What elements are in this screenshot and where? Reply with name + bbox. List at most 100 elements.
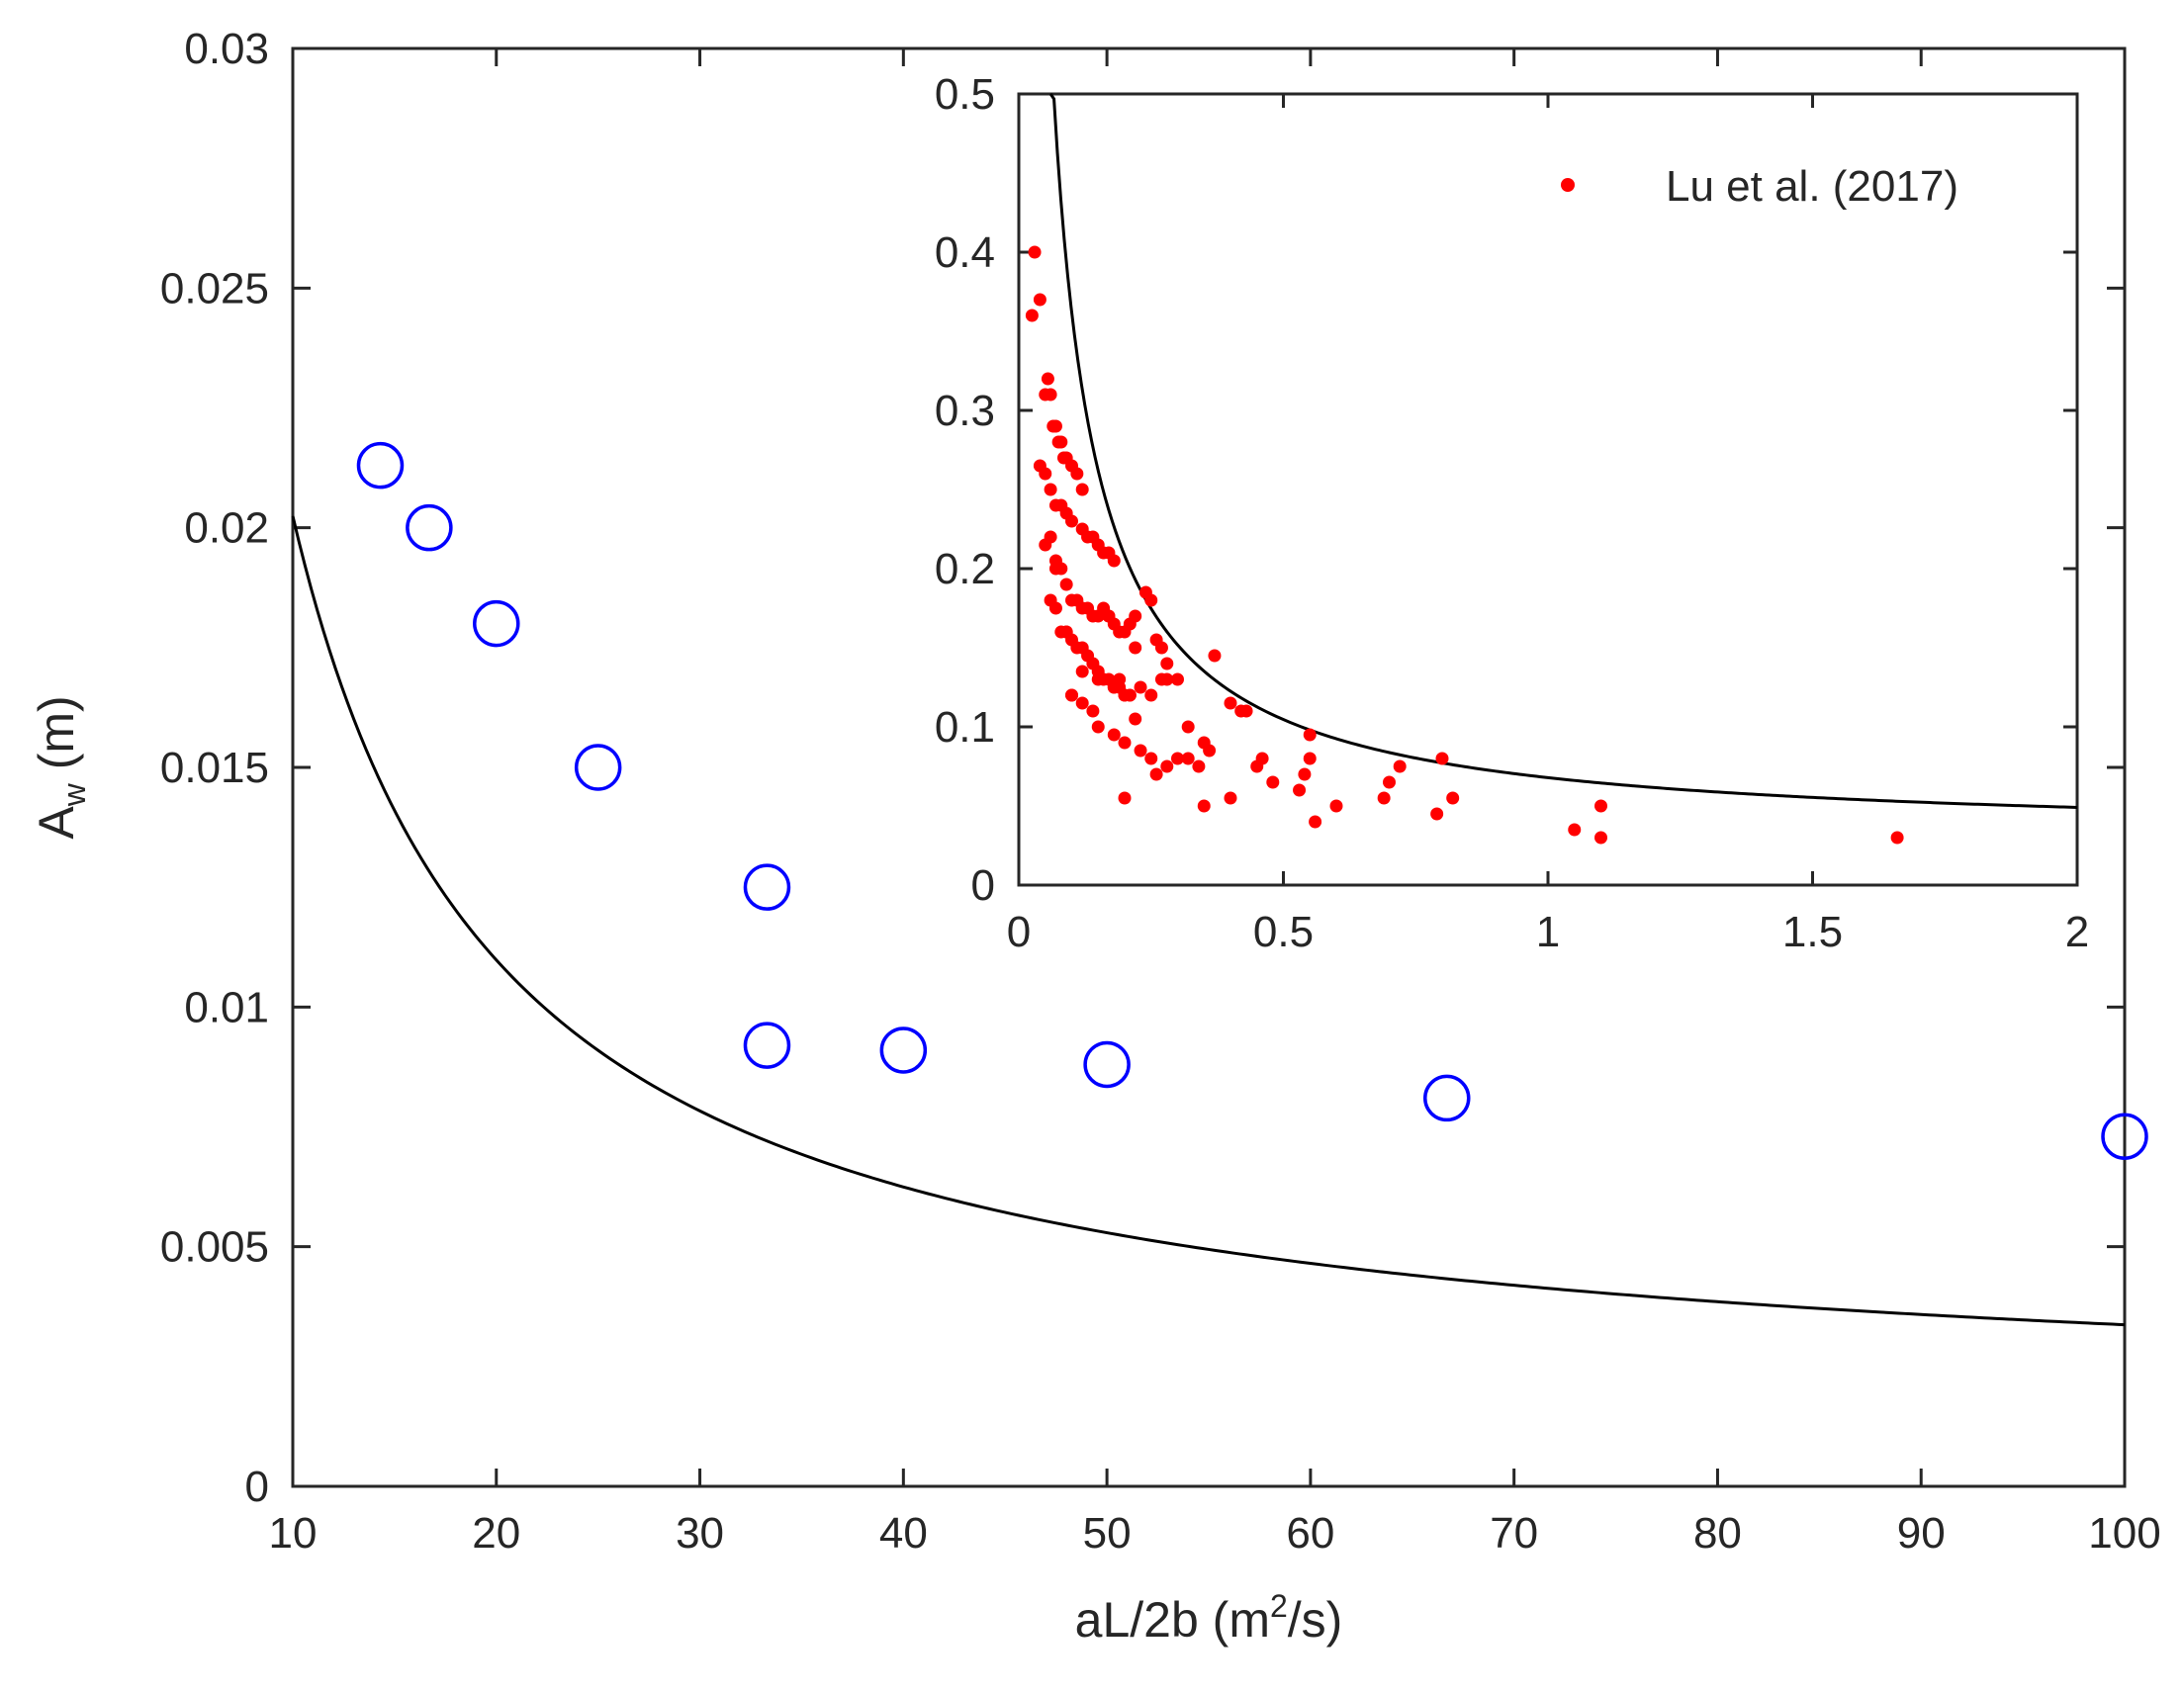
inset-lu-point [1303,752,1317,765]
inset-lu-point [1075,483,1089,496]
main-measured-point [406,503,453,552]
inset-y-tick-label: 0.4 [935,228,995,277]
inset-lu-point [1192,759,1206,773]
main-x-tick-labels: 10 20 30 40 50 60 70 80 90 100 [269,1509,2161,1558]
legend-marker [1561,178,1575,192]
legend-label: Lu et al. (2017) [1666,162,1958,211]
inset-lu-point [1044,483,1057,496]
inset-x-tick-label: 2 [2065,908,2089,956]
inset-y-tick-label: 0 [971,861,995,910]
inset-lu-point [1293,783,1307,797]
inset-lu-point [1393,759,1407,773]
main-x-tick-label: 70 [1490,1509,1538,1558]
inset-lu-point [1446,791,1460,805]
main-y-tick-label: 0.02 [184,504,269,553]
inset-lu-point [1181,720,1195,734]
inset-lu-point [1044,388,1057,401]
main-measured-point [574,744,622,791]
inset-y-tick-label: 0.2 [935,545,995,593]
main-x-axis-label: aL/2b (m2/s) [1075,1588,1343,1648]
inset-lu-point [1070,467,1084,481]
main-x-tick-label: 30 [676,1509,724,1558]
main-measured-point [1083,1040,1131,1089]
inset-x-tick-label: 1 [1536,908,1560,956]
main-y-axis-label: Aw (m) [29,695,92,839]
inset-lu-point [1430,807,1444,821]
inset-lu-point [1107,554,1121,568]
inset-lu-point [1048,601,1062,615]
inset-lu-point [1383,775,1396,789]
inset-y-tick-label: 0.5 [935,70,995,119]
inset-lu-point [1129,641,1142,655]
inset-lu-point [1890,831,1904,845]
inset-lu-point [1129,712,1142,726]
inset-lu-point [1107,680,1121,694]
inset-lu-point [1171,672,1184,686]
inset-lu-point [1154,641,1168,655]
inset-lu-point [1309,815,1322,829]
main-x-tick-label: 80 [1693,1509,1742,1558]
inset-legend: Lu et al. (2017) [1561,162,1958,211]
inset-lu-point [1086,704,1100,718]
main-x-tick-label: 100 [2088,1509,2160,1558]
inset-x-tick-label: 0.5 [1253,908,1314,956]
inset-y-tick-labels: 0 0.1 0.2 0.3 0.4 0.5 [935,70,995,910]
main-x-tick-label: 90 [1897,1509,1946,1558]
main-x-tick-label: 40 [879,1509,928,1558]
inset-lu-point [1594,831,1607,845]
main-y-tick-label: 0.03 [184,25,269,73]
main-y-tick-label: 0.015 [160,744,269,792]
main-y-tick-label: 0 [245,1463,269,1511]
inset-lu-point [1118,791,1132,805]
inset-lu-point [1033,293,1046,307]
inset-lu-point [1208,649,1222,663]
inset-lu-point [1255,752,1269,765]
inset-lu-point [1171,752,1184,765]
inset-lu-point [1059,578,1073,591]
inset-lu-point [1028,245,1042,259]
inset-lu-point [1377,791,1391,805]
inset-x-tick-label: 1.5 [1782,908,1843,956]
inset-lu-point [1197,799,1211,813]
inset-lu-point [1149,767,1163,781]
inset-lu-point [1266,775,1280,789]
inset-lu-point [1102,609,1116,623]
inset-lu-point [1134,744,1147,758]
inset-lu-point [1160,759,1174,773]
inset-lu-point [1123,688,1137,702]
inset-y-tick-label: 0.3 [935,387,995,435]
main-ticks [291,46,2127,1488]
inset-lu-point [1048,562,1062,576]
inset-x-tick-label: 0 [1007,908,1031,956]
inset-lu-point [1059,625,1073,639]
inset-lu-points [1025,245,1904,845]
inset-lu-point [1303,728,1317,742]
inset-plot-frame [1017,92,2079,887]
y-label-sub: w [56,782,92,807]
inset-lu-point [1298,767,1312,781]
y-label-base: A [29,806,84,840]
inset-lu-point [1048,419,1062,433]
main-measured-point [2101,1113,2148,1160]
inset-lu-point [1107,728,1121,742]
x-label-sup: 2 [1270,1588,1288,1624]
inset-lu-point [1118,736,1132,750]
main-measured-point [356,441,405,490]
main-measured-point [1423,1074,1471,1122]
inset-lu-point [1075,665,1089,678]
inset-lu-point [1025,309,1039,322]
inset-lu-point [1144,752,1158,765]
inset-lu-point [1160,672,1174,686]
inset-lu-point [1091,672,1105,686]
main-measured-point [743,1022,791,1069]
main-measured-points [356,441,2148,1160]
x-label-tail: /s) [1288,1592,1343,1648]
main-x-tick-label: 60 [1286,1509,1334,1558]
inset-lu-point [1160,657,1174,670]
inset-lu-point [1144,593,1158,607]
inset-lu-point [1065,514,1078,528]
main-fit-curve-group [291,515,2126,1327]
main-y-tick-label: 0.005 [160,1223,269,1272]
inset-lu-point [1329,799,1343,813]
inset-lu-point [1594,799,1607,813]
